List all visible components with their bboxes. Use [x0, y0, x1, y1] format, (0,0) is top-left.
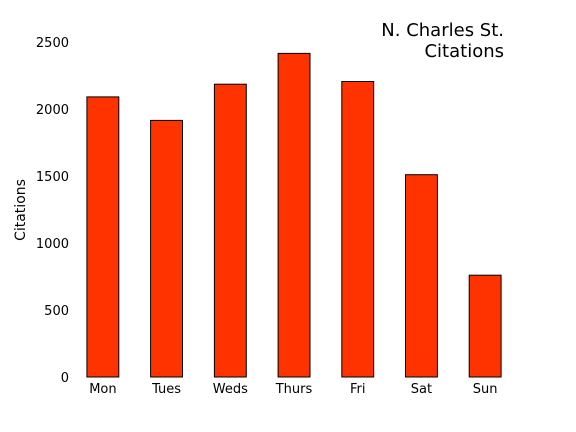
x-tick-thurs: Thurs [275, 382, 313, 397]
y-tick-0: 0 [61, 371, 69, 386]
x-tick-mon: Mon [89, 382, 116, 397]
y-axis-label: Citations [13, 179, 29, 241]
bar-weds [213, 83, 247, 378]
chart-title: N. Charles St. Citations [381, 20, 504, 62]
chart-title-line-2: Citations [424, 41, 504, 62]
y-tick-2500: 2500 [36, 36, 69, 51]
y-tick-1000: 1000 [36, 237, 69, 252]
bar-sat [405, 174, 438, 378]
x-tick-labels: Mon Tues Weds Thurs Fri Sat Sun [89, 382, 497, 397]
y-tick-2000: 2000 [36, 103, 69, 118]
bar-fri [341, 81, 375, 378]
x-tick-tues: Tues [151, 382, 181, 397]
bar-mon [86, 96, 120, 378]
x-tick-weds: Weds [213, 382, 248, 397]
x-tick-sun: Sun [473, 382, 498, 397]
bars-group [86, 52, 502, 378]
chart-title-line-1: N. Charles St. [381, 20, 504, 41]
y-tick-500: 500 [44, 304, 69, 319]
x-tick-fri: Fri [350, 382, 366, 397]
bar-tues [150, 119, 184, 378]
x-tick-sat: Sat [411, 382, 432, 397]
bar-sun [468, 274, 502, 378]
y-tick-1500: 1500 [36, 170, 69, 185]
y-tick-labels: 0 500 1000 1500 2000 2500 [36, 36, 69, 386]
bar-thurs [277, 52, 311, 378]
